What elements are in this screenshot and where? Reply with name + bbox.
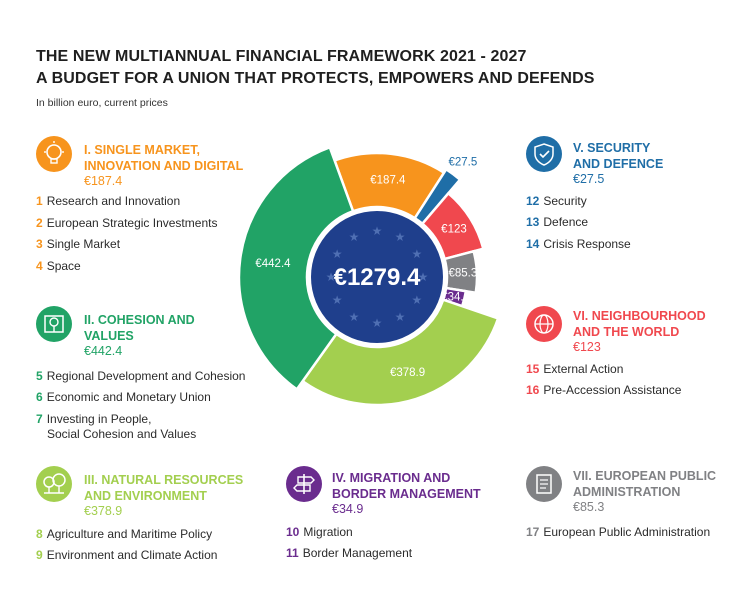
list-item: 13 Defence xyxy=(526,215,589,229)
units-note: In billion euro, current prices xyxy=(36,97,168,109)
slice-value-label: €85.3 xyxy=(448,268,477,280)
heading-line: ADMINISTRATION xyxy=(573,485,681,499)
slice-value-label: €27.5 xyxy=(448,156,477,168)
heading-public-administration: VII. EUROPEAN PUBLIC ADMINISTRATION xyxy=(573,468,716,500)
amount-cohesion: €442.4 xyxy=(84,344,123,358)
list-item: 3 Single Market xyxy=(36,237,121,251)
list-item: 15 External Action xyxy=(526,362,624,376)
heading-line: I. SINGLE MARKET, xyxy=(84,143,200,157)
star-icon: ★ xyxy=(395,230,406,244)
heading-line: VI. NEIGHBOURHOOD xyxy=(573,309,706,323)
heading-line: AND ENVIRONMENT xyxy=(84,489,207,503)
heading-line: V. SECURITY xyxy=(573,141,651,155)
heading-natural-resources: III. NATURAL RESOURCES AND ENVIRONMENT xyxy=(84,472,243,504)
heading-single-market: I. SINGLE MARKET, INNOVATION AND DIGITAL xyxy=(84,142,243,174)
donut-slice xyxy=(237,145,355,392)
star-icon: ★ xyxy=(332,293,343,307)
heading-line: AND DEFENCE xyxy=(573,157,664,171)
star-icon: ★ xyxy=(372,316,383,330)
star-icon: ★ xyxy=(372,224,383,238)
list-item: 5 Regional Development and Cohesion xyxy=(36,369,246,383)
heading-security: V. SECURITY AND DEFENCE xyxy=(573,140,663,172)
donut-slice xyxy=(300,298,500,407)
heading-line: VII. EUROPEAN PUBLIC xyxy=(573,469,717,483)
star-icon: ★ xyxy=(418,270,429,284)
list-item: 11 Border Management xyxy=(286,546,413,560)
heading-migration: IV. MIGRATION AND BORDER MANAGEMENT xyxy=(332,470,481,502)
heading-line: III. NATURAL RESOURCES xyxy=(84,473,244,487)
globe-pin-icon xyxy=(526,306,562,342)
heading-line: INNOVATION AND DIGITAL xyxy=(84,159,244,173)
slice-value-label: €187.4 xyxy=(370,175,406,187)
document-icon xyxy=(526,466,562,502)
heading-line: BORDER MANAGEMENT xyxy=(332,487,481,501)
total-amount: €1279.4 xyxy=(334,264,421,291)
list-item: 10 Migration xyxy=(286,525,353,539)
list-item: 9 Environment and Climate Action xyxy=(36,548,218,562)
star-icon: ★ xyxy=(326,270,337,284)
list-item: 1 Research and Innovation xyxy=(36,194,181,208)
list-item: 7 Investing in People, Social Cohesion and… xyxy=(36,412,197,441)
list-item: 16 Pre-Accession Assistance xyxy=(526,383,682,397)
page-title: THE NEW MULTIANNUAL FINANCIAL FRAMEWORK … xyxy=(36,48,527,65)
amount-public-administration: €85.3 xyxy=(573,500,605,514)
trees-icon xyxy=(36,466,72,502)
heading-line: AND THE WORLD xyxy=(573,325,680,339)
list-item: 8 Agriculture and Maritime Policy xyxy=(36,527,213,541)
signpost-icon xyxy=(286,466,322,502)
budget-donut-chart: €187.4€27.5€123€85.3€34.9€378.9€442.4★ ★★… xyxy=(237,145,500,407)
slice-value-label: €442.4 xyxy=(255,258,291,270)
list-item: 17 European Public Administration xyxy=(526,525,711,539)
heading-cohesion: II. COHESION AND VALUES xyxy=(84,312,195,344)
star-icon: ★ xyxy=(411,293,422,307)
amount-natural-resources: €378.9 xyxy=(84,504,123,518)
eu-flag-center xyxy=(311,211,443,343)
tree-map-icon xyxy=(36,306,72,342)
shield-icon xyxy=(526,136,562,172)
star-icon: ★ xyxy=(349,230,360,244)
slice-value-label: €123 xyxy=(441,223,467,235)
heading-line: II. COHESION AND xyxy=(84,313,195,327)
heading-line: IV. MIGRATION AND xyxy=(332,471,451,485)
star-icon: ★ xyxy=(395,310,406,324)
star-icon: ★ xyxy=(411,247,422,261)
heading-line: VALUES xyxy=(84,329,134,343)
list-item: 4 Space xyxy=(36,259,81,273)
list-item: 14 Crisis Response xyxy=(526,237,631,251)
amount-single-market: €187.4 xyxy=(84,174,123,188)
amount-neighbourhood: €123 xyxy=(573,340,601,354)
amount-security: €27.5 xyxy=(573,172,605,186)
list-item: 2 European Strategic Investments xyxy=(36,216,218,230)
heading-neighbourhood: VI. NEIGHBOURHOOD AND THE WORLD xyxy=(573,308,706,340)
list-item: 12 Security xyxy=(526,194,587,208)
slice-value-label: €378.9 xyxy=(390,367,425,379)
amount-migration: €34.9 xyxy=(332,502,364,516)
star-icon: ★ xyxy=(349,310,360,324)
list-item: 6 Economic and Monetary Union xyxy=(36,390,211,404)
lightbulb-icon xyxy=(36,136,72,172)
page-subtitle-title: A BUDGET FOR A UNION THAT PROTECTS, EMPO… xyxy=(36,70,595,87)
star-icon: ★ xyxy=(332,247,343,261)
